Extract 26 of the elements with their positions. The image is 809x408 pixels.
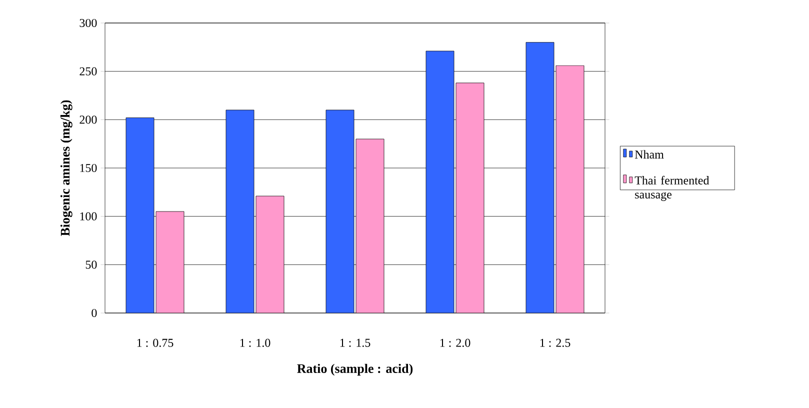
y-axis-title: Biogenic amines (mg/kg) [60,100,72,236]
y-tick-label: 0 [92,308,97,318]
bar [356,138,384,313]
x-tick-label: 1 : 1.5 [340,338,370,347]
bar [256,196,284,313]
bar [456,82,484,313]
x-tick-label: 1 : 2.0 [440,338,470,347]
y-tick-label: 150 [80,164,97,172]
y-tick-label: 100 [80,212,97,220]
y-tick-label: 250 [80,67,97,76]
legend-label: Nham [634,150,664,159]
legend-label: Thai fermented sausage [634,176,710,201]
x-tick-label: 1 : 0.75 [137,338,174,347]
bar [326,110,354,313]
x-axis-title: Ratio (sample : acid) [297,364,413,376]
bar [126,118,154,313]
bar [226,110,254,313]
bar [556,65,584,313]
bar [426,50,454,313]
y-tick-label: 300 [80,18,97,28]
x-tick-label: 1 : 2.5 [540,338,570,347]
x-tick-label: 1 : 1.0 [240,338,270,347]
bar [526,42,554,313]
y-tick-label: 200 [80,116,97,124]
y-tick-label: 50 [86,260,97,269]
bar [156,211,184,313]
